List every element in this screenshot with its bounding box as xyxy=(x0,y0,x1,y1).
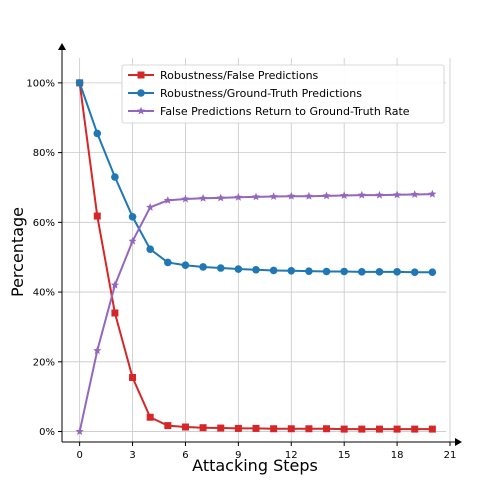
legend-entry: Robustness/Ground-Truth Predictions xyxy=(128,87,362,100)
data-point xyxy=(428,268,437,276)
x-tick-label: 3 xyxy=(129,450,135,461)
data-point xyxy=(287,267,296,275)
data-point xyxy=(340,191,349,199)
data-point xyxy=(111,173,119,181)
legend-entry: Robustness/False Predictions xyxy=(128,69,319,82)
data-point xyxy=(287,425,295,433)
legend-label: Robustness/Ground-Truth Predictions xyxy=(160,87,362,100)
y-tick-label: 0% xyxy=(39,427,55,438)
x-tick-label: 15 xyxy=(338,450,351,461)
legend-label: Robustness/False Predictions xyxy=(160,69,319,82)
data-point xyxy=(375,268,384,276)
x-tick-label: 21 xyxy=(444,450,457,461)
axes xyxy=(58,43,462,446)
data-point xyxy=(181,423,189,431)
y-tick-label: 80% xyxy=(33,148,55,159)
data-point xyxy=(129,373,137,381)
data-point xyxy=(93,346,102,355)
legend-label: False Predictions Return to Ground-Truth… xyxy=(160,105,410,118)
data-point xyxy=(287,191,296,200)
data-point xyxy=(322,191,331,200)
data-point xyxy=(75,79,84,87)
data-point xyxy=(305,267,313,275)
y-axis-label: Percentage xyxy=(8,207,27,297)
data-point xyxy=(304,191,313,200)
data-point xyxy=(410,268,419,276)
data-series xyxy=(75,79,437,436)
data-point xyxy=(357,190,366,199)
y-axis-arrow xyxy=(58,43,66,50)
x-tick-label: 12 xyxy=(285,450,298,461)
data-point xyxy=(146,413,154,421)
data-point xyxy=(181,194,190,203)
data-point xyxy=(393,425,401,433)
data-point xyxy=(305,425,313,433)
data-point xyxy=(251,192,261,201)
series-2 xyxy=(75,79,437,276)
data-point xyxy=(340,267,348,276)
y-tick-label: 60% xyxy=(33,218,55,229)
data-point xyxy=(234,265,243,273)
data-point xyxy=(137,71,145,79)
data-point xyxy=(270,425,278,433)
series-3 xyxy=(75,189,437,436)
data-point xyxy=(93,129,102,138)
x-axis-label: Attacking Steps xyxy=(192,456,318,475)
data-point xyxy=(75,427,84,436)
data-point xyxy=(181,261,190,270)
x-tick-label: 0 xyxy=(76,450,82,461)
data-point xyxy=(137,89,145,97)
data-point xyxy=(199,263,207,271)
data-point xyxy=(128,236,137,245)
data-point xyxy=(428,425,436,433)
data-point xyxy=(216,193,225,202)
data-point xyxy=(411,425,419,433)
data-point xyxy=(358,425,366,433)
data-point xyxy=(163,196,172,204)
data-point xyxy=(164,422,172,430)
data-point xyxy=(136,106,146,115)
data-point xyxy=(323,425,331,433)
y-tick-label: 100% xyxy=(26,78,55,89)
data-point xyxy=(216,264,225,272)
x-tick-label: 9 xyxy=(235,450,241,461)
data-point xyxy=(269,192,278,201)
tick-labels: 0 3 6 9 12 15 18 21 0% 20% 40% 60% 80% 100% xyxy=(26,78,456,461)
data-point xyxy=(252,424,260,432)
x-tick-label: 18 xyxy=(391,450,404,461)
data-point xyxy=(110,280,119,289)
data-point xyxy=(146,245,154,253)
data-point xyxy=(358,268,366,276)
data-point xyxy=(93,212,101,220)
series-1 xyxy=(76,79,436,433)
data-point xyxy=(164,258,172,267)
x-tick-label: 6 xyxy=(182,450,188,461)
data-point xyxy=(393,268,401,276)
legend-box xyxy=(121,64,445,124)
data-point xyxy=(269,266,278,275)
data-point xyxy=(234,424,242,432)
data-point xyxy=(410,190,419,198)
y-tick-label: 20% xyxy=(33,357,55,368)
data-point xyxy=(375,190,384,199)
data-point xyxy=(217,424,225,432)
data-point xyxy=(199,193,208,202)
data-point xyxy=(199,424,207,432)
legend: Robustness/False Predictions Robustness/G… xyxy=(121,64,445,124)
data-point xyxy=(393,190,402,199)
data-point xyxy=(375,425,383,433)
data-point xyxy=(428,189,437,198)
data-point xyxy=(252,265,260,274)
data-point xyxy=(146,203,155,211)
data-point xyxy=(234,192,243,201)
legend-entry: False Predictions Return to Ground-Truth… xyxy=(128,105,410,118)
data-point xyxy=(111,309,119,317)
x-axis-arrow xyxy=(455,438,462,446)
data-point xyxy=(128,212,137,221)
data-point xyxy=(322,267,331,276)
data-point xyxy=(340,425,348,433)
y-tick-label: 40% xyxy=(33,288,55,299)
